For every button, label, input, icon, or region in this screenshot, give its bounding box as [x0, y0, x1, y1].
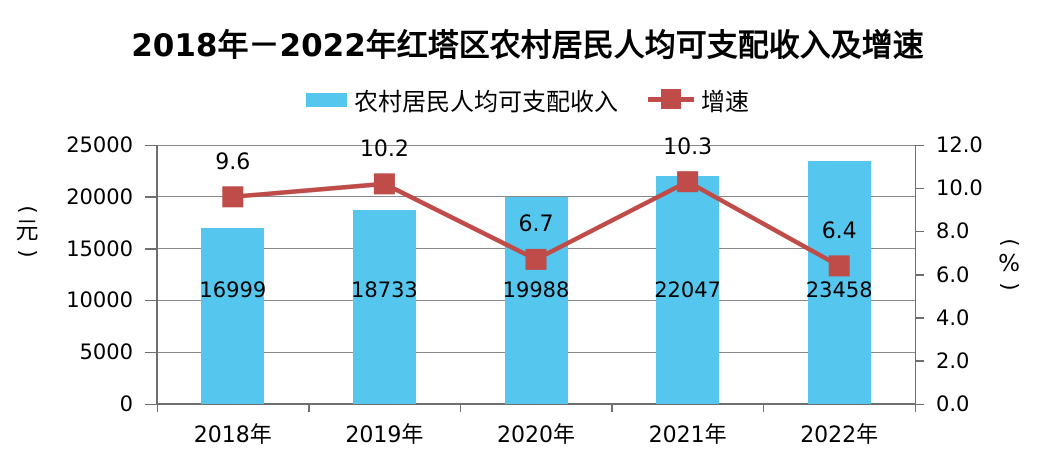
legend-item-line: 增速 — [648, 82, 749, 117]
x-category-label: 2021年 — [648, 423, 727, 448]
bar — [201, 227, 265, 404]
left-unit-char: 元 — [15, 218, 39, 244]
left-axis-tick — [145, 196, 157, 198]
left-axis-tick — [145, 248, 157, 250]
line-marker — [828, 255, 850, 277]
legend-square-marker — [661, 89, 681, 109]
legend-item-bar: 农村居民人均可支配收入 — [306, 82, 618, 117]
right-axis-tick — [915, 360, 924, 362]
right-axis-tick — [915, 144, 924, 146]
right-axis-tick — [915, 317, 924, 319]
left-tick-label: 25000 — [66, 133, 133, 157]
x-category-label: 2018年 — [193, 423, 272, 448]
right-tick-label: 10.0 — [936, 176, 983, 201]
left-axis-tick — [145, 351, 157, 354]
bar — [504, 196, 568, 404]
bar-value-label: 19988 — [502, 278, 570, 302]
x-category-label: 2020年 — [497, 423, 575, 448]
right-axis-tick — [915, 403, 924, 405]
left-axis-line — [156, 145, 158, 404]
bar-value-label: 22047 — [654, 278, 721, 302]
x-axis-tick — [762, 404, 765, 412]
x-axis-tick — [459, 404, 462, 412]
right-tick-label: 8.0 — [936, 219, 970, 244]
right-tick-label: 4.0 — [936, 305, 970, 330]
right-tick-label: 12.0 — [936, 133, 983, 157]
right-axis-tick — [915, 274, 924, 276]
x-category-label: 2019年 — [345, 423, 424, 448]
line-marker — [525, 248, 547, 270]
left-tick-label: 5000 — [79, 340, 133, 365]
left-tick-label: 0 — [119, 392, 133, 416]
line-marker — [222, 186, 244, 208]
left-axis-unit-label: ( 元 ) — [8, 202, 46, 261]
x-axis-tick — [156, 404, 158, 412]
left-tick-label: 20000 — [66, 184, 133, 209]
growth-line-layer — [222, 171, 850, 277]
line-marker — [373, 173, 395, 195]
left-tick-label: 15000 — [66, 236, 133, 261]
bar-value-label: 16999 — [199, 278, 267, 302]
unit-close-paren: ) — [15, 249, 40, 258]
right-axis-tick — [915, 230, 924, 233]
x-axis-tick — [308, 404, 310, 412]
line-value-label: 9.6 — [215, 149, 251, 175]
left-axis-tick — [145, 144, 157, 146]
legend-bar-label: 农村居民人均可支配收入 — [354, 88, 618, 116]
left-axis-tick — [145, 403, 157, 405]
bar — [807, 160, 871, 404]
gridline — [157, 196, 915, 198]
gridline — [157, 144, 915, 146]
chart-title: 2018年－2022年红塔区农村居民人均可支配收入及增速 — [131, 28, 924, 64]
bar — [656, 175, 720, 404]
line-value-label: 6.7 — [518, 212, 554, 238]
x-axis-tick — [611, 404, 613, 412]
line-marker — [677, 171, 699, 193]
x-axis-tick — [914, 404, 916, 412]
right-axis-unit-label: ( % ) — [989, 235, 1029, 294]
bar-value-label: 18733 — [350, 278, 418, 302]
right-tick-label: 0.0 — [936, 392, 970, 416]
left-axis-tick — [145, 299, 157, 302]
line-value-label: 6.4 — [821, 218, 857, 244]
line-value-label: 10.2 — [359, 136, 409, 162]
right-tick-label: 2.0 — [936, 348, 970, 373]
legend-line-label: 增速 — [701, 88, 749, 116]
right-tick-label: 6.0 — [936, 262, 970, 287]
line-series-swatch — [648, 89, 694, 110]
left-tick-label: 10000 — [66, 288, 133, 313]
x-category-label: 2022年 — [800, 423, 879, 448]
right-unit-char: % — [998, 251, 1020, 277]
legend: 农村居民人均可支配收入 增速 — [0, 82, 1055, 117]
bar — [352, 209, 416, 404]
line-value-label: 10.3 — [663, 134, 713, 160]
bar-series-swatch — [306, 92, 347, 107]
unit-open-paren: ( — [15, 205, 40, 214]
bar-value-label: 23458 — [805, 278, 873, 302]
right-axis-tick — [915, 187, 924, 190]
